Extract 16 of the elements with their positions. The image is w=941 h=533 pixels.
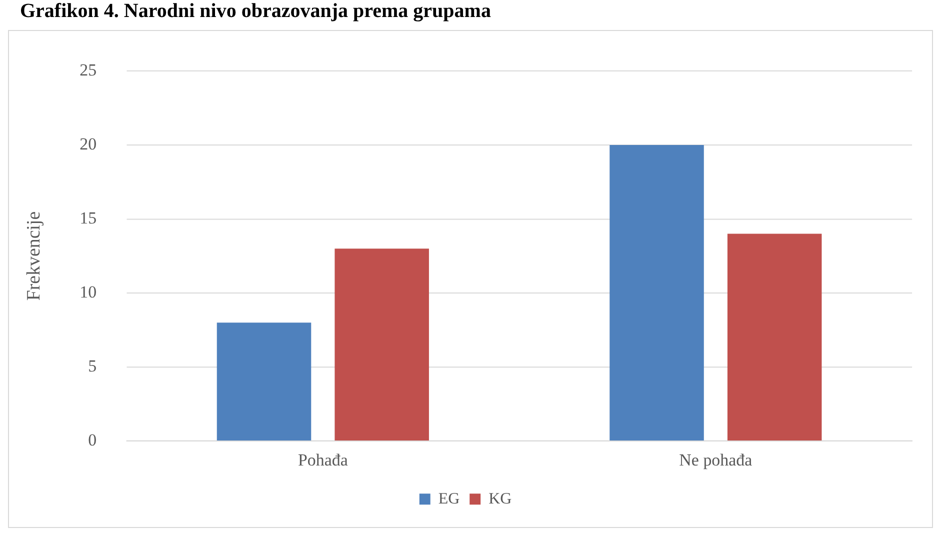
y-tick-label: 10 (80, 282, 97, 302)
legend-label: KG (488, 490, 512, 508)
y-tick-label: 5 (88, 356, 97, 376)
x-tick-label: Pohađa (298, 450, 348, 470)
legend-label: EG (438, 490, 460, 508)
y-tick-label: 15 (80, 208, 97, 228)
y-tick-label: 25 (80, 60, 97, 80)
bar (610, 145, 704, 440)
y-tick-label: 20 (80, 134, 97, 154)
bar (727, 234, 822, 440)
x-tick-label: Ne pohađa (679, 450, 753, 470)
bar (334, 248, 429, 440)
y-tick-label: 0 (88, 430, 97, 450)
chart-title: Grafikon 4. Narodni nivo obrazovanja prema grupama (20, 0, 491, 23)
y-axis-title: Frekvencije (23, 211, 44, 301)
bar (216, 322, 312, 440)
